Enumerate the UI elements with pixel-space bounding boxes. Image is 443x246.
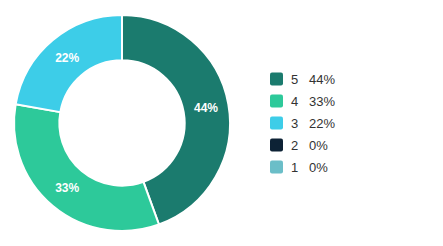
slice	[14, 104, 159, 231]
legend-swatch	[270, 161, 283, 174]
data-labels: 44% 33% 22%	[55, 51, 218, 196]
legend-swatch	[270, 95, 283, 108]
data-label: 22%	[55, 51, 79, 65]
chart: 44% 33% 22% 5 44% 4 33% 3 22% 2 0% 1 0%	[0, 0, 443, 246]
legend-label: 1 0%	[291, 160, 328, 175]
legend-label: 5 44%	[291, 72, 336, 87]
legend-label: 2 0%	[291, 138, 328, 153]
data-label: 44%	[194, 101, 218, 115]
legend-swatch	[270, 139, 283, 152]
slices	[14, 15, 230, 231]
chart-container: 44% 33% 22% 5 44% 4 33% 3 22% 2 0% 1 0%	[0, 0, 443, 246]
data-label: 33%	[55, 181, 79, 195]
legend-label: 3 22%	[291, 116, 336, 131]
slice	[16, 15, 122, 112]
legend-swatch	[270, 73, 283, 86]
legend: 5 44% 4 33% 3 22% 2 0% 1 0%	[270, 72, 336, 175]
legend-label: 4 33%	[291, 94, 336, 109]
legend-swatch	[270, 117, 283, 130]
